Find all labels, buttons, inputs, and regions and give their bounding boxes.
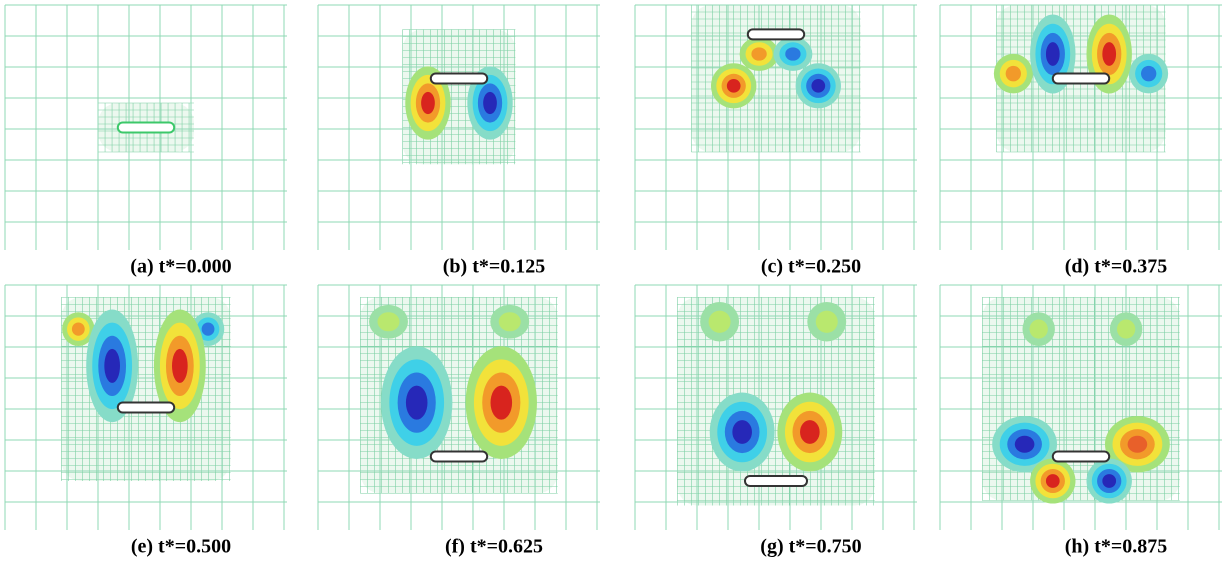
- vortex-contour: [1046, 474, 1060, 488]
- vortex-contour: [1006, 66, 1021, 82]
- panel-caption: (c) t*=0.250: [761, 256, 861, 278]
- panel-caption: (d) t*=0.375: [1065, 256, 1168, 278]
- vortex-contour: [727, 79, 741, 93]
- panel-caption: (a) t*=0.000: [130, 256, 231, 278]
- vortex-contour: [1102, 474, 1116, 488]
- panel-caption: (f) t*=0.625: [445, 536, 543, 558]
- vortex-contour: [378, 312, 400, 331]
- vortex-contour: [1015, 436, 1035, 453]
- vortex-contour: [202, 322, 215, 335]
- vortex-contour: [1128, 436, 1148, 453]
- vortex-contour: [491, 386, 513, 420]
- vortex-contour: [72, 322, 85, 335]
- panel: [5, 285, 287, 530]
- vortex-contour: [1102, 42, 1116, 66]
- panel-caption: (e) t*=0.500: [131, 536, 231, 558]
- panel: [940, 5, 1222, 250]
- panel-caption: (b) t*=0.125: [443, 256, 546, 278]
- plate: [748, 29, 804, 39]
- plate: [118, 123, 174, 133]
- vortex-contour: [751, 47, 766, 60]
- panel: [5, 5, 287, 250]
- plate: [118, 403, 174, 413]
- vortex-contour: [483, 92, 497, 114]
- panel: [940, 285, 1222, 530]
- panel: [318, 5, 600, 250]
- panel-caption: (h) t*=0.875: [1065, 536, 1168, 558]
- vortex-contour: [1117, 320, 1135, 339]
- vortex-contour: [816, 311, 838, 333]
- figure: (a) t*=0.000 (b) t*=0.125 (c) t*=0.250 (d) …: [0, 0, 1225, 569]
- vortex-contour: [1046, 42, 1060, 66]
- vortex-contour: [421, 92, 435, 114]
- vortex-contour: [800, 420, 820, 444]
- vortex-contour: [406, 386, 428, 420]
- panel: [318, 285, 600, 530]
- plate: [431, 452, 487, 462]
- plate: [431, 74, 487, 84]
- vortex-contour: [1141, 66, 1156, 82]
- panel: [635, 5, 917, 250]
- plate: [1053, 74, 1109, 84]
- panel: [635, 285, 917, 530]
- plate: [745, 476, 807, 486]
- vortex-contour: [172, 349, 188, 383]
- vortex-contour: [1030, 320, 1048, 339]
- vortex-contour: [709, 311, 731, 333]
- vortex-contour: [499, 312, 521, 331]
- vortex-contour: [104, 349, 120, 383]
- plate: [1053, 452, 1109, 462]
- vortex-contour: [732, 420, 752, 444]
- vortex-contour: [811, 79, 825, 93]
- vortex-contour: [785, 47, 800, 60]
- panel-caption: (g) t*=0.750: [760, 536, 861, 558]
